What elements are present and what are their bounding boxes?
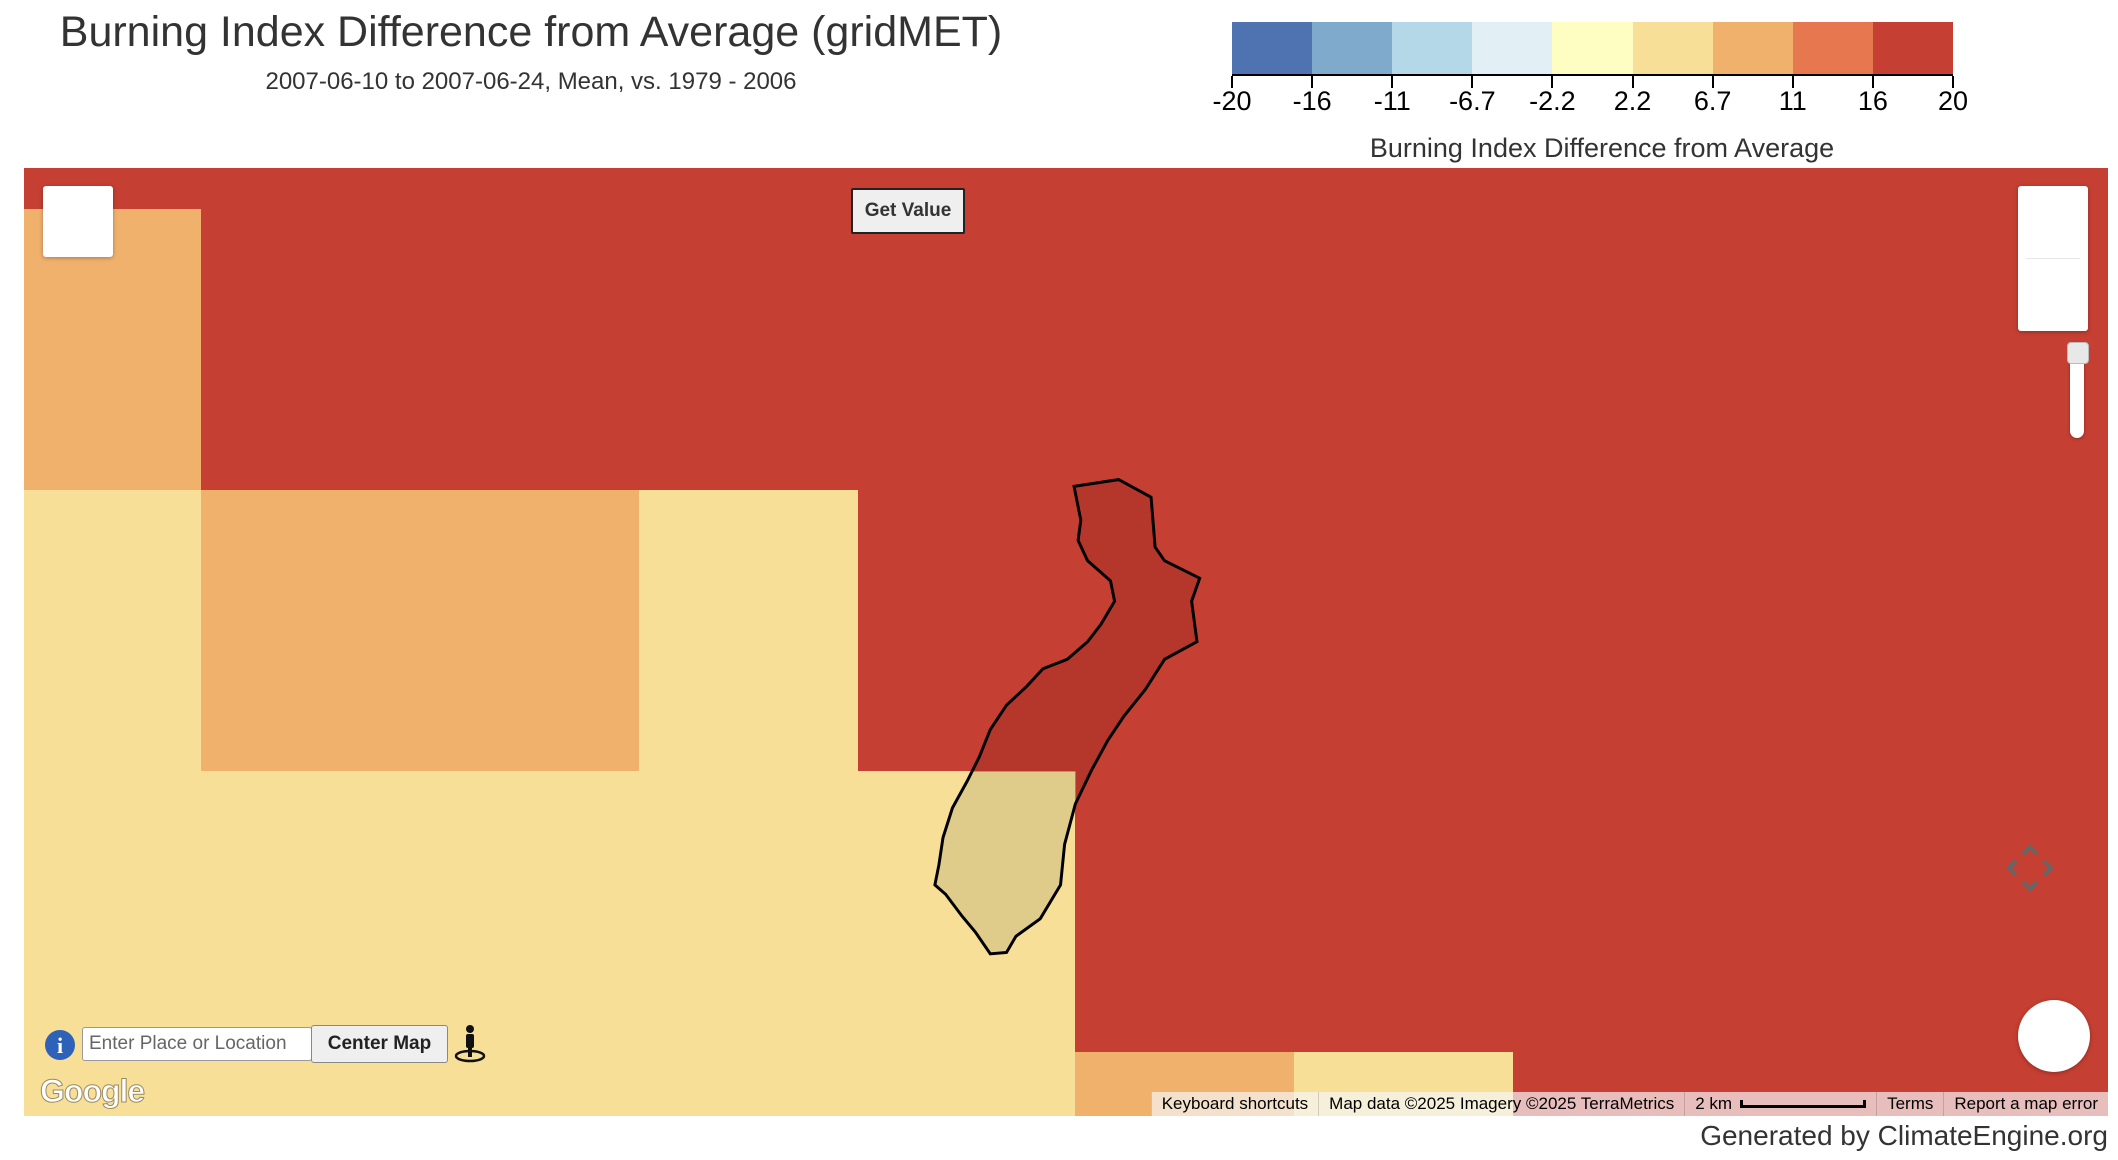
legend-tick-label: 11 bbox=[1778, 86, 1807, 116]
legend-tick bbox=[1391, 76, 1394, 88]
zoom-in-button[interactable] bbox=[2026, 186, 2080, 259]
map-raster bbox=[24, 209, 1513, 1116]
legend-tick bbox=[1311, 76, 1314, 88]
pan-control-icon bbox=[2006, 844, 2054, 892]
get-value-button[interactable]: Get Value bbox=[851, 188, 965, 234]
legend-tick-label: -16 bbox=[1292, 86, 1332, 116]
legend-tick bbox=[1551, 76, 1554, 88]
legend-swatch bbox=[1472, 22, 1553, 74]
scale-bar[interactable]: 2 km bbox=[1684, 1092, 1877, 1116]
legend-swatch bbox=[1312, 22, 1393, 74]
legend-tick bbox=[1631, 76, 1634, 88]
zoom-control bbox=[2018, 186, 2088, 331]
zoom-slider[interactable] bbox=[2067, 342, 2089, 438]
legend-swatch bbox=[1632, 22, 1713, 74]
fullscreen-button[interactable] bbox=[43, 186, 113, 257]
legend-swatch bbox=[1792, 22, 1873, 74]
keyboard-shortcuts-link[interactable]: Keyboard shortcuts bbox=[1150, 1092, 1319, 1116]
svg-text:i: i bbox=[57, 1033, 63, 1058]
legend-tick-label: 2.2 bbox=[1613, 86, 1652, 116]
map-data-text: Map data ©2025 Imagery ©2025 TerraMetric… bbox=[1318, 1092, 1685, 1116]
legend-swatch bbox=[1872, 22, 1953, 74]
legend-tick bbox=[1952, 76, 1954, 88]
raster-cell bbox=[201, 490, 639, 771]
page-subtitle: 2007-06-10 to 2007-06-24, Mean, vs. 1979… bbox=[265, 68, 797, 95]
legend-color-bar bbox=[1232, 22, 1953, 74]
terms-link[interactable]: Terms bbox=[1876, 1092, 1944, 1116]
legend-swatch bbox=[1232, 22, 1313, 74]
legend-tick-label: -11 bbox=[1373, 86, 1411, 116]
raster-cell bbox=[24, 771, 1075, 1116]
legend-swatch bbox=[1392, 22, 1473, 74]
legend-tick-label: 16 bbox=[1857, 86, 1888, 116]
scale-line bbox=[1740, 1100, 1867, 1108]
pan-control-button[interactable] bbox=[2006, 844, 2090, 1072]
page-title: Burning Index Difference from Average (g… bbox=[59, 8, 1003, 56]
raster-cells bbox=[24, 209, 1513, 1116]
zoom-out-button[interactable] bbox=[2026, 259, 2080, 331]
place-search-input[interactable] bbox=[82, 1027, 312, 1061]
legend-tick-label: 20 bbox=[1937, 86, 1969, 116]
info-icon[interactable]: i bbox=[43, 1028, 77, 1062]
report-map-error-link[interactable]: Report a map error bbox=[1943, 1092, 2108, 1116]
legend-tick bbox=[1791, 76, 1794, 88]
legend-tick-label: 6.7 bbox=[1693, 86, 1732, 116]
footer-credit: Generated by ClimateEngine.org bbox=[1700, 1120, 2108, 1151]
scale-label: 2 km bbox=[1695, 1094, 1733, 1113]
legend-tick bbox=[1471, 76, 1474, 88]
legend-tick-label: -2.2 bbox=[1529, 86, 1576, 116]
zoom-slider-handle[interactable] bbox=[2067, 342, 2089, 364]
legend-tick-label: -6.7 bbox=[1449, 86, 1496, 116]
legend-swatch bbox=[1552, 22, 1633, 74]
google-logo: Google bbox=[39, 1073, 145, 1110]
map-attribution: Keyboard shortcuts Map data ©2025 Imager… bbox=[1150, 1092, 2108, 1116]
legend-tick bbox=[1871, 76, 1874, 88]
legend-axis bbox=[1231, 74, 1954, 88]
pegman-icon[interactable] bbox=[452, 1023, 488, 1063]
legend-tick-label: -20 bbox=[1212, 86, 1252, 116]
legend-title: Burning Index Difference from Average bbox=[1369, 133, 1835, 163]
legend-swatch bbox=[1712, 22, 1793, 74]
legend-tick bbox=[1711, 76, 1714, 88]
watershed-polygon bbox=[933, 478, 1202, 956]
center-map-button[interactable]: Center Map bbox=[311, 1025, 448, 1063]
legend-tick bbox=[1231, 76, 1233, 88]
map[interactable]: Get Value i Center Map Google Keyboard s… bbox=[24, 168, 2108, 1116]
